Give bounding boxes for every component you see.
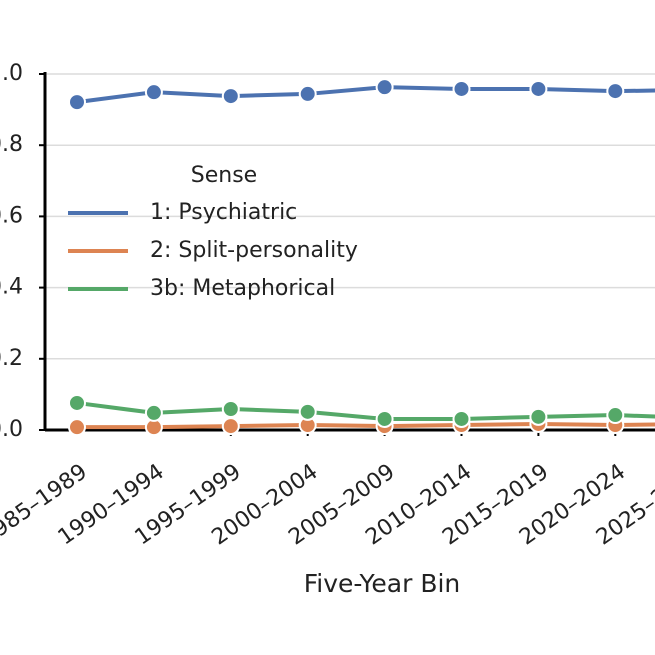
x-axis-label: Five-Year Bin xyxy=(304,569,461,598)
y-tick-label: 0.0 xyxy=(0,417,23,442)
data-point xyxy=(606,82,625,101)
data-point xyxy=(606,406,625,425)
y-tick-label: 0.2 xyxy=(0,346,23,371)
legend-label: 1: Psychiatric xyxy=(150,200,297,225)
y-tick-label: 0.6 xyxy=(0,203,23,228)
data-point xyxy=(298,402,317,421)
data-point xyxy=(68,93,86,112)
data-point xyxy=(375,78,394,97)
legend-title: Sense xyxy=(191,163,257,188)
data-point xyxy=(144,83,163,102)
data-point xyxy=(68,418,86,437)
y-tick-label: 1.0 xyxy=(0,61,23,86)
data-point xyxy=(221,399,240,418)
legend-label: 3b: Metaphorical xyxy=(150,276,335,301)
data-point xyxy=(68,393,86,412)
y-tick-label: 0.8 xyxy=(0,132,23,157)
data-point xyxy=(529,407,548,426)
data-point xyxy=(375,409,394,428)
data-point xyxy=(221,87,240,106)
data-point xyxy=(452,409,471,428)
data-point xyxy=(221,417,240,436)
series-line xyxy=(77,421,655,430)
data-point xyxy=(298,84,317,103)
legend-label: 2: Split-personality xyxy=(150,238,358,263)
series-line xyxy=(76,85,655,105)
data-point xyxy=(452,79,471,98)
series-line xyxy=(76,400,655,421)
data-point xyxy=(529,79,548,98)
data-point xyxy=(144,403,163,422)
y-tick-label: 0.4 xyxy=(0,275,23,300)
